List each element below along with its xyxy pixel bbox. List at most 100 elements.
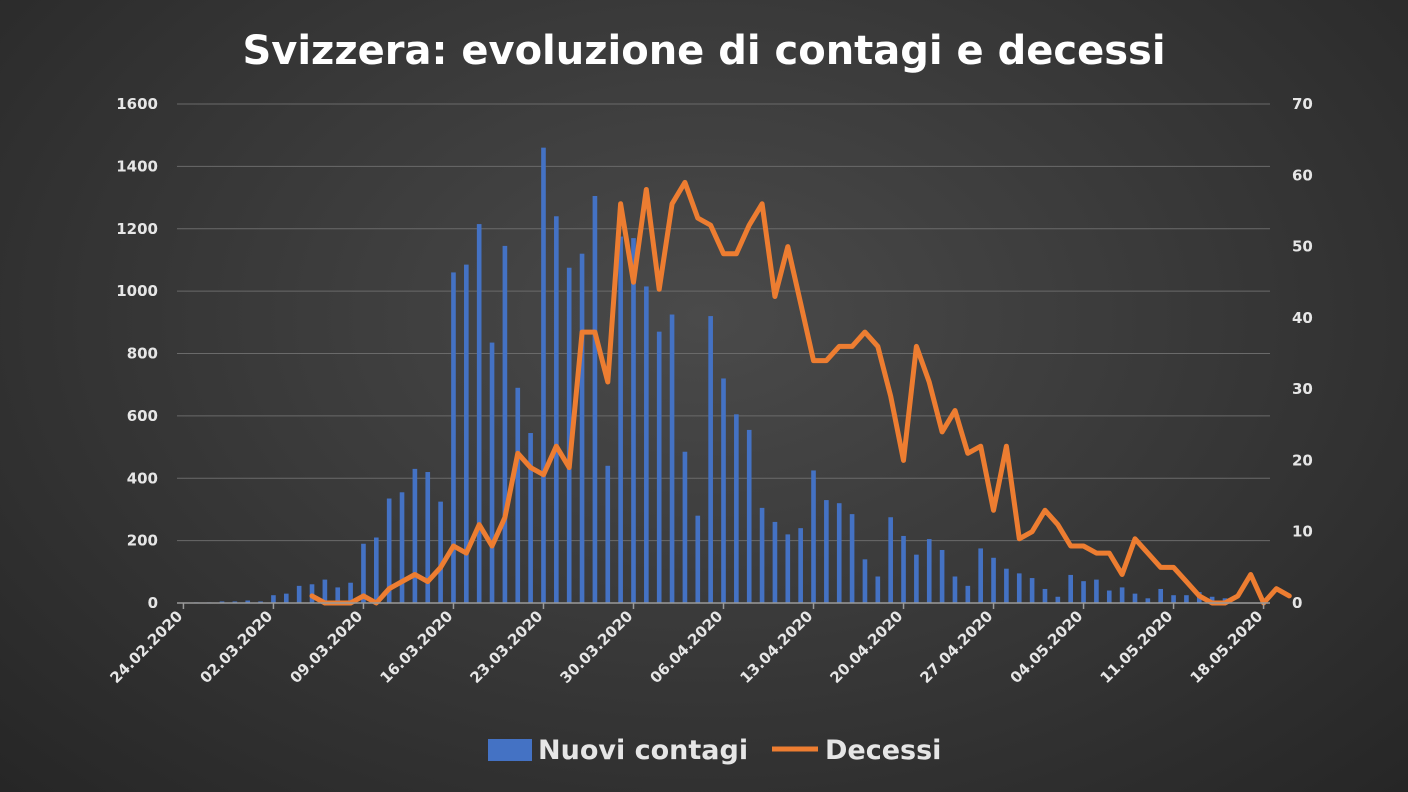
y-right-tick-label: 50: [1292, 238, 1313, 256]
bar: [631, 238, 636, 603]
decessi-line: [309, 179, 1292, 606]
bar: [515, 387, 521, 603]
bar: [824, 500, 829, 603]
bar: [348, 582, 353, 603]
x-tick-label: 20.04.2020: [827, 607, 907, 687]
bar: [399, 492, 405, 603]
y-right-tick-label: 30: [1292, 380, 1313, 398]
bar: [849, 514, 855, 603]
legend-label-nuovi-contagi: Nuovi contagi: [538, 735, 748, 766]
chart-title: Svizzera: evoluzione di contagi e decess…: [242, 28, 1165, 74]
y-right-tick-label: 60: [1292, 166, 1313, 184]
bar: [245, 600, 251, 603]
x-tick-label: 04.05.2020: [1007, 607, 1087, 687]
bar: [1029, 578, 1035, 603]
bar: [1068, 574, 1074, 603]
bar-series-nuovi-contagi: [181, 147, 1228, 604]
bar: [862, 559, 868, 603]
bar: [592, 196, 598, 604]
bar: [451, 272, 456, 603]
bar: [952, 576, 958, 603]
bar: [1158, 588, 1164, 603]
y-left-tick-label: 400: [127, 469, 158, 487]
bar: [258, 601, 263, 603]
x-tick-label: 27.04.2020: [917, 607, 997, 687]
legend-swatch-nuovi-contagi: [488, 739, 532, 761]
bar: [926, 539, 932, 603]
bar: [759, 507, 765, 603]
bar: [888, 517, 893, 603]
y-left-tick-label: 0: [148, 594, 158, 612]
bar: [1132, 593, 1138, 603]
bar: [1004, 568, 1009, 603]
bar: [746, 429, 752, 603]
x-tick-label: 24.02.2020: [106, 607, 186, 687]
bar: [939, 549, 945, 603]
y-left-tick-label: 600: [127, 407, 158, 425]
bar: [798, 528, 803, 603]
bar: [1081, 581, 1086, 603]
bar: [489, 342, 495, 603]
bar: [695, 515, 701, 603]
bar: [1145, 598, 1151, 603]
bar: [875, 576, 881, 603]
y-left-tick-label: 1600: [116, 95, 158, 113]
bar: [1042, 588, 1048, 603]
y-left-tick-label: 1200: [116, 220, 158, 238]
x-tick-label: 11.05.2020: [1097, 607, 1177, 687]
bar: [386, 498, 392, 603]
x-tick-label: 13.04.2020: [737, 607, 817, 687]
legend: Nuovi contagi Decessi: [488, 735, 941, 766]
bar: [219, 601, 225, 603]
bar: [978, 548, 983, 603]
bar: [734, 414, 739, 603]
bar: [1016, 573, 1022, 603]
x-tick-label: 02.03.2020: [196, 607, 276, 687]
bar: [554, 216, 559, 603]
x-tick-label: 16.03.2020: [376, 607, 456, 687]
bar: [772, 521, 778, 603]
bar: [914, 554, 919, 603]
x-tick-label: 18.05.2020: [1187, 607, 1267, 687]
y-right-tick-label: 10: [1292, 523, 1313, 541]
bar: [425, 472, 431, 603]
y-axis-right: 0 10 20 30 40 50 60 70: [1292, 95, 1313, 612]
bar: [322, 579, 328, 603]
bar: [682, 451, 688, 603]
bar: [1119, 587, 1125, 603]
x-tick-label: 06.04.2020: [646, 607, 726, 687]
bar: [1171, 595, 1176, 603]
bar: [579, 253, 585, 603]
bar: [476, 224, 482, 603]
bar: [605, 465, 611, 603]
bar: [1184, 595, 1189, 603]
bar: [271, 595, 276, 603]
bar: [566, 267, 572, 603]
bar: [373, 537, 379, 603]
bar: [836, 503, 842, 603]
y-left-tick-label: 1400: [116, 157, 158, 175]
x-tick-label: 30.03.2020: [556, 607, 636, 687]
bar: [412, 468, 418, 603]
line-series-decessi: [309, 179, 1292, 606]
y-axis-left: 0 200 400 600 800 1000 1200 1400 1600: [116, 95, 158, 612]
bar: [708, 316, 713, 603]
bar: [656, 331, 662, 603]
bar: [965, 585, 971, 603]
bar: [438, 501, 443, 603]
bar: [901, 535, 906, 603]
bar: [283, 593, 289, 603]
x-axis: 24.02.2020 02.03.2020 09.03.2020 16.03.2020…: [106, 602, 1270, 687]
bar: [785, 534, 791, 603]
bar: [335, 587, 341, 603]
x-tick-label: 09.03.2020: [286, 607, 366, 687]
bar: [1094, 579, 1099, 603]
bar: [464, 264, 469, 603]
y-left-tick-label: 1000: [116, 282, 158, 300]
bar: [1209, 596, 1215, 603]
bar: [502, 245, 508, 603]
legend-label-decessi: Decessi: [825, 735, 941, 766]
bar: [296, 585, 302, 603]
bar: [1055, 596, 1061, 603]
